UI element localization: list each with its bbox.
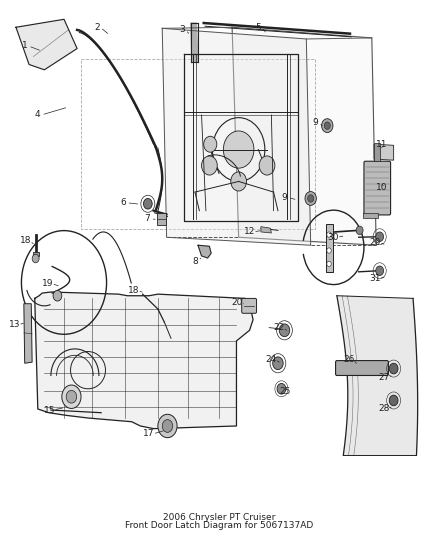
Circle shape [162, 419, 173, 432]
Circle shape [321, 119, 333, 133]
Polygon shape [32, 252, 39, 256]
Text: 22: 22 [274, 323, 285, 332]
Polygon shape [198, 245, 211, 258]
Text: 2006 Chrysler PT Cruiser: 2006 Chrysler PT Cruiser [163, 513, 275, 522]
Circle shape [66, 390, 77, 403]
Text: 26: 26 [343, 355, 355, 364]
Circle shape [307, 195, 314, 202]
Circle shape [62, 385, 81, 408]
Polygon shape [157, 213, 166, 225]
Circle shape [389, 395, 398, 406]
Circle shape [327, 232, 331, 237]
Text: 24: 24 [266, 355, 277, 364]
Text: 6: 6 [120, 198, 126, 207]
Text: 30: 30 [328, 233, 339, 242]
Circle shape [223, 131, 254, 168]
Circle shape [277, 383, 286, 394]
Polygon shape [16, 19, 77, 70]
Circle shape [324, 122, 330, 130]
Circle shape [376, 232, 384, 241]
Polygon shape [162, 28, 311, 245]
Text: 3: 3 [179, 26, 185, 35]
Circle shape [273, 357, 283, 369]
Text: 18: 18 [128, 286, 140, 295]
Circle shape [144, 198, 152, 209]
Text: 4: 4 [35, 110, 41, 119]
Text: 17: 17 [143, 430, 155, 439]
FancyBboxPatch shape [336, 361, 389, 375]
Text: 11: 11 [376, 140, 387, 149]
Text: 31: 31 [370, 273, 381, 282]
Circle shape [201, 156, 217, 175]
Text: 19: 19 [42, 279, 53, 288]
Text: 1: 1 [22, 42, 28, 51]
Text: 2: 2 [94, 23, 99, 32]
Circle shape [204, 136, 217, 152]
Polygon shape [232, 27, 376, 245]
Circle shape [376, 266, 384, 276]
Circle shape [279, 324, 290, 337]
Polygon shape [24, 304, 32, 364]
Text: 25: 25 [280, 387, 291, 396]
Circle shape [305, 191, 316, 205]
Polygon shape [337, 296, 418, 455]
Circle shape [327, 261, 331, 266]
Text: 18: 18 [20, 237, 32, 246]
Text: Front Door Latch Diagram for 5067137AD: Front Door Latch Diagram for 5067137AD [125, 521, 313, 530]
Text: 13: 13 [9, 320, 21, 329]
Text: 27: 27 [378, 373, 390, 382]
Text: 7: 7 [144, 214, 150, 223]
Text: 15: 15 [44, 406, 55, 415]
Text: 29: 29 [370, 238, 381, 247]
Text: 5: 5 [255, 23, 261, 32]
Polygon shape [326, 224, 332, 272]
Circle shape [53, 290, 62, 301]
Text: 20: 20 [232, 298, 243, 307]
Polygon shape [374, 143, 380, 161]
Circle shape [356, 226, 363, 235]
Circle shape [158, 414, 177, 438]
Polygon shape [191, 23, 198, 62]
Circle shape [231, 172, 247, 191]
Text: 8: 8 [192, 257, 198, 265]
Polygon shape [374, 144, 394, 160]
Text: 9: 9 [282, 193, 287, 202]
Polygon shape [363, 213, 378, 217]
Text: 9: 9 [312, 118, 318, 127]
Circle shape [32, 254, 39, 263]
Polygon shape [35, 292, 253, 429]
FancyBboxPatch shape [242, 298, 257, 313]
Text: 12: 12 [244, 228, 255, 237]
FancyBboxPatch shape [364, 161, 391, 215]
Circle shape [259, 156, 275, 175]
Text: 28: 28 [378, 405, 390, 414]
Text: 10: 10 [376, 183, 387, 192]
Circle shape [327, 248, 331, 253]
Polygon shape [261, 227, 272, 233]
Circle shape [389, 364, 398, 374]
